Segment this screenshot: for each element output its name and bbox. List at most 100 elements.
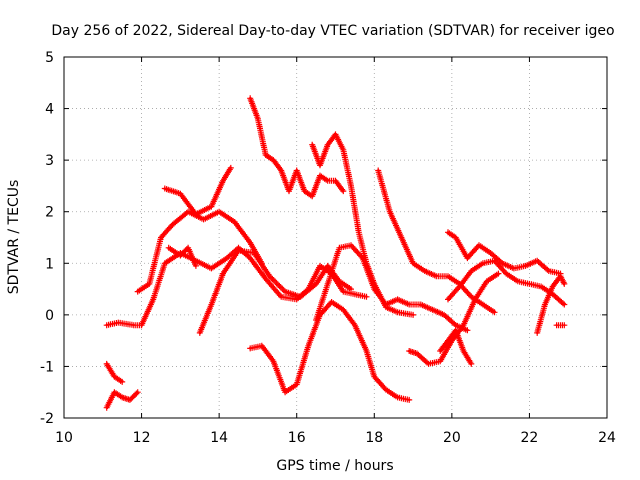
data-point (481, 303, 485, 306)
series-track-18 (553, 322, 568, 329)
x-tick-label: 10 (55, 430, 73, 446)
data-point (210, 205, 213, 208)
data-point (497, 272, 500, 275)
data-point (334, 133, 337, 136)
data-point (396, 396, 399, 399)
data-point (493, 311, 496, 314)
data-point (470, 269, 473, 273)
grid (64, 57, 607, 418)
data-point (473, 298, 477, 301)
data-point (396, 298, 399, 301)
data-point (140, 323, 143, 327)
series-track-9 (247, 299, 413, 403)
data-point (481, 262, 485, 265)
data-point (186, 246, 190, 250)
y-tick-label: 3 (45, 153, 54, 169)
data-point (248, 347, 252, 350)
data-point (407, 303, 411, 306)
data-point (353, 293, 357, 296)
data-point (458, 285, 461, 288)
data-point (252, 251, 256, 255)
data-point (318, 174, 322, 177)
data-point (163, 262, 167, 265)
data-point (539, 285, 543, 288)
data-point (423, 269, 426, 273)
data-point (485, 280, 488, 283)
data-point (512, 267, 516, 270)
data-point (466, 256, 469, 260)
series-track-13 (406, 270, 502, 367)
series-track-8 (247, 95, 347, 200)
data-point (349, 287, 353, 291)
data-point (280, 169, 283, 172)
data-point (152, 298, 155, 301)
data-point (439, 349, 442, 353)
data-point (248, 241, 252, 244)
series-track-7 (196, 247, 354, 336)
data-point (217, 210, 221, 213)
x-tick-label: 18 (365, 430, 383, 446)
data-point (221, 272, 225, 275)
data-point (543, 303, 547, 306)
series-layer (103, 95, 568, 411)
x-tick-label: 12 (133, 430, 151, 446)
data-point (384, 388, 388, 391)
data-point (365, 349, 368, 353)
data-point (132, 323, 136, 327)
data-point (338, 246, 341, 250)
data-point (516, 280, 519, 283)
data-point (136, 290, 139, 293)
data-point (128, 398, 132, 402)
x-tick-label: 24 (598, 430, 616, 446)
data-point (283, 290, 287, 293)
series-track-3 (103, 360, 126, 385)
x-tick-label: 22 (521, 430, 539, 446)
data-point (454, 329, 457, 332)
data-point (477, 244, 481, 247)
data-point (295, 169, 298, 172)
data-point (194, 213, 198, 216)
data-point (163, 187, 167, 190)
data-point (167, 246, 170, 250)
data-point (400, 236, 403, 239)
data-point (396, 311, 399, 314)
data-point (411, 262, 415, 265)
y-tick-label: -2 (40, 411, 54, 427)
data-point (179, 192, 182, 195)
data-point (504, 272, 508, 275)
data-point (466, 329, 469, 332)
x-tick-label: 16 (288, 430, 306, 446)
x-tick-label: 20 (443, 430, 461, 446)
data-point (311, 143, 314, 146)
y-tick-label: 0 (45, 308, 54, 324)
data-point (314, 318, 318, 322)
data-point (334, 179, 337, 182)
data-point (551, 285, 554, 288)
data-point (295, 298, 298, 301)
data-point (470, 362, 473, 366)
data-point (431, 308, 434, 311)
data-point (105, 362, 108, 366)
y-tick-label: 4 (45, 102, 54, 118)
data-point (198, 331, 201, 335)
x-axis-label: GPS time / hours (276, 458, 393, 474)
data-point (528, 282, 531, 286)
data-point (342, 308, 345, 311)
data-point (446, 298, 450, 301)
data-point (179, 254, 182, 257)
series-track-5 (161, 164, 234, 218)
series-track-14 (445, 229, 564, 277)
data-point (221, 179, 225, 182)
data-point (117, 321, 120, 324)
data-point (342, 189, 345, 193)
data-point (535, 259, 539, 262)
data-point (105, 406, 108, 409)
data-point (373, 375, 376, 378)
data-point (159, 236, 163, 239)
x-tick-label: 14 (210, 430, 228, 446)
data-point (326, 264, 329, 268)
data-point (411, 313, 415, 317)
data-point (256, 117, 260, 121)
